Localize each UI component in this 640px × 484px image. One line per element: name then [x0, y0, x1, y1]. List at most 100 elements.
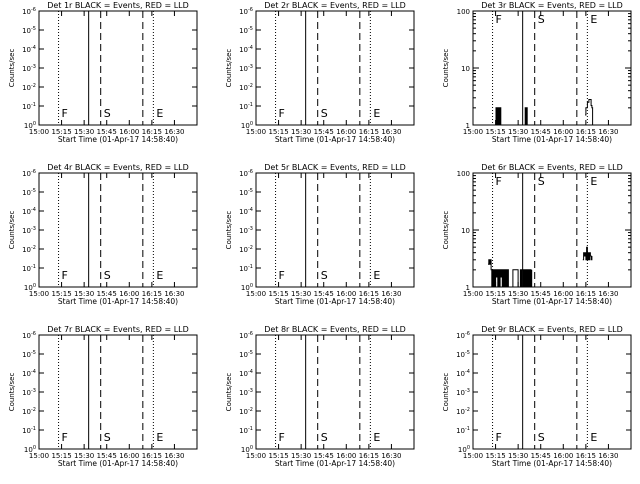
y-tick-label: 10-3	[239, 226, 253, 235]
y-tick-label: 1	[466, 284, 470, 292]
y-axis-label: Counts/sec	[442, 49, 450, 88]
event-marker-label: E	[156, 269, 163, 282]
x-tick-label: 15:30	[291, 128, 311, 136]
y-tick-label: 10-3	[22, 226, 36, 235]
y-axis-label: Counts/sec	[442, 373, 450, 412]
x-tick-label: 16:15	[359, 128, 379, 136]
x-axis-label: Start Time (01-Apr-17 14:58:40)	[58, 459, 178, 468]
event-marker-label: S	[104, 107, 111, 120]
x-axis-label: Start Time (01-Apr-17 14:58:40)	[58, 297, 178, 306]
event-marker-label: F	[279, 269, 285, 282]
x-tick-label: 16:30	[598, 290, 618, 298]
y-tick-label: 10-4	[239, 369, 253, 378]
x-tick-label: 15:15	[268, 452, 288, 460]
event-marker-label: F	[496, 175, 502, 188]
detector-panel: Det 4r BLACK = Events, RED = LLD 15:00 15:…	[8, 163, 198, 306]
event-marker-label: F	[62, 431, 68, 444]
x-tick-label: 15:45	[97, 452, 117, 460]
y-tick-label: 10-3	[22, 64, 36, 73]
y-tick-label: 100	[457, 170, 470, 178]
x-axis-label: Start Time (01-Apr-17 14:58:40)	[275, 297, 395, 306]
x-tick-label: 15:30	[291, 452, 311, 460]
y-tick-label: 10-1	[22, 426, 36, 435]
event-marker-label: E	[156, 431, 163, 444]
x-tick-label: 16:15	[576, 128, 596, 136]
y-tick-label: 100	[241, 121, 253, 130]
y-tick-label: 10-3	[239, 64, 253, 73]
x-tick-label: 15:00	[29, 452, 49, 460]
x-tick-label: 15:45	[531, 452, 551, 460]
y-tick-label: 10-1	[239, 426, 253, 435]
event-marker-label: E	[373, 431, 380, 444]
event-marker-label: F	[279, 107, 285, 120]
panel-title: Det 4r BLACK = Events, RED = LLD	[47, 163, 189, 172]
y-tick-label: 10-4	[239, 207, 253, 216]
y-tick-label: 10-6	[22, 331, 36, 340]
y-tick-label: 10-4	[22, 45, 36, 54]
x-tick-label: 16:00	[119, 452, 139, 460]
y-tick-label: 10-2	[456, 407, 470, 416]
x-axis-label: Start Time (01-Apr-17 14:58:40)	[275, 459, 395, 468]
y-tick-label: 100	[24, 121, 36, 130]
x-tick-label: 15:15	[485, 290, 505, 298]
x-tick-label: 15:15	[51, 128, 71, 136]
x-tick-label: 16:00	[553, 128, 573, 136]
y-tick-label: 10-5	[22, 26, 36, 35]
x-tick-label: 16:15	[142, 128, 162, 136]
event-marker-label: E	[590, 13, 597, 26]
x-tick-label: 15:00	[463, 128, 483, 136]
x-tick-label: 15:15	[485, 128, 505, 136]
x-axis-label: Start Time (01-Apr-17 14:58:40)	[492, 135, 612, 144]
y-tick-label: 10-4	[22, 207, 36, 216]
x-tick-label: 15:45	[531, 290, 551, 298]
data-series-line	[524, 107, 528, 126]
event-marker-label: S	[538, 431, 545, 444]
y-tick-label: 10-6	[239, 331, 253, 340]
event-marker-label: F	[62, 107, 68, 120]
y-axis-label: Counts/sec	[225, 373, 233, 412]
x-tick-label: 16:00	[553, 290, 573, 298]
y-axis-label: Counts/sec	[8, 373, 16, 412]
panel-title: Det 1r BLACK = Events, RED = LLD	[47, 1, 189, 10]
x-tick-label: 16:00	[553, 452, 573, 460]
x-tick-label: 15:30	[74, 452, 94, 460]
y-tick-label: 10-2	[239, 245, 253, 254]
x-tick-label: 16:15	[359, 290, 379, 298]
x-tick-label: 15:45	[97, 290, 117, 298]
x-tick-label: 15:45	[97, 128, 117, 136]
x-tick-label: 15:00	[29, 290, 49, 298]
y-tick-label: 10-6	[239, 7, 253, 16]
x-tick-label: 15:45	[314, 128, 334, 136]
y-tick-label: 100	[241, 283, 253, 292]
y-tick-label: 100	[24, 283, 36, 292]
x-tick-label: 16:15	[359, 452, 379, 460]
y-tick-label: 10-5	[22, 188, 36, 197]
x-tick-label: 16:00	[119, 128, 139, 136]
x-tick-label: 16:30	[381, 290, 401, 298]
data-series-line	[495, 107, 502, 126]
x-tick-label: 16:15	[576, 452, 596, 460]
event-marker-label: S	[321, 107, 328, 120]
y-tick-label: 10-2	[22, 245, 36, 254]
y-tick-label: 10-6	[22, 169, 36, 178]
x-axis-label: Start Time (01-Apr-17 14:58:40)	[492, 297, 612, 306]
data-series-line	[512, 269, 533, 288]
y-tick-label: 10-4	[22, 369, 36, 378]
y-tick-label: 10-1	[239, 264, 253, 273]
x-tick-label: 16:30	[164, 128, 184, 136]
x-axis-label: Start Time (01-Apr-17 14:58:40)	[492, 459, 612, 468]
panel-title: Det 8r BLACK = Events, RED = LLD	[264, 325, 406, 334]
event-marker-label: E	[373, 107, 380, 120]
y-tick-label: 10-1	[239, 102, 253, 111]
event-marker-label: F	[496, 431, 502, 444]
x-axis-label: Start Time (01-Apr-17 14:58:40)	[275, 135, 395, 144]
y-tick-label: 10-1	[456, 426, 470, 435]
event-marker-label: S	[538, 13, 545, 26]
